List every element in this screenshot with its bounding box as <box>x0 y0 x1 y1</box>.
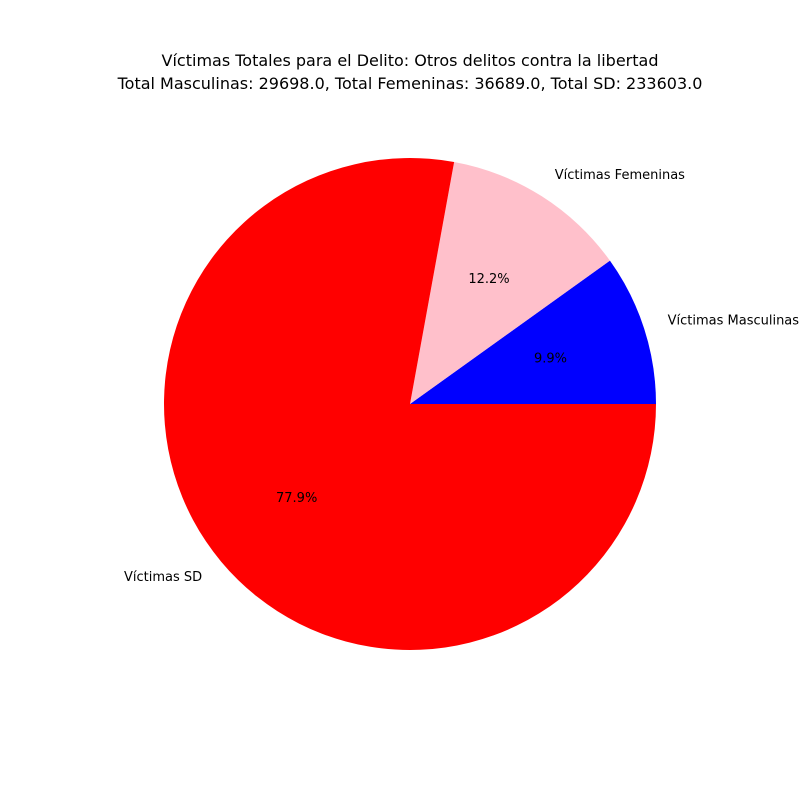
slice-label-0: Víctimas Masculinas <box>668 314 800 329</box>
slice-percent-1: 12.2% <box>468 272 509 287</box>
pie-slice-0 <box>410 260 656 404</box>
slice-percent-0: 9.9% <box>534 351 567 366</box>
pie-slice-2 <box>163 157 656 650</box>
slice-percent-2: 77.9% <box>276 491 317 506</box>
slice-label-1: Víctimas Femeninas <box>555 168 685 183</box>
pie-slices <box>163 157 656 650</box>
pie-slice-1 <box>410 161 610 404</box>
slice-label-2: Víctimas SD <box>124 570 202 585</box>
chart-title: Víctimas Totales para el Delito: Otros d… <box>162 51 659 70</box>
pie-labels: Víctimas Masculinas 9.9% Víctimas Femenina… <box>124 168 799 585</box>
chart-subtitle: Total Masculinas: 29698.0, Total Femenin… <box>117 74 703 93</box>
